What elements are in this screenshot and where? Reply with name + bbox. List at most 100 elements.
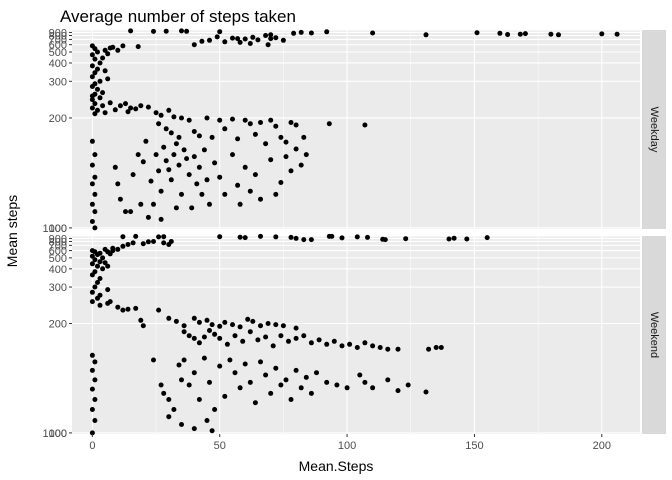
y-tick-label: 600 — [49, 246, 67, 258]
data-point — [95, 280, 100, 285]
data-point — [120, 307, 126, 313]
data-point — [273, 322, 279, 328]
x-axis: 0 50 100 150 200 — [89, 434, 611, 452]
data-point — [278, 134, 284, 140]
data-point — [105, 51, 111, 57]
data-point — [326, 121, 332, 127]
data-point — [173, 318, 179, 324]
y-tick-label: 300 — [49, 76, 67, 88]
x-tick-label: 150 — [465, 440, 483, 452]
y-axis-title: Mean steps — [4, 195, 20, 267]
facet-strip-label: Weekday — [648, 107, 660, 153]
y-tick-label: 200 — [49, 319, 67, 331]
data-point — [191, 426, 197, 432]
data-point — [89, 105, 95, 111]
data-point — [125, 109, 131, 115]
data-point — [293, 235, 299, 241]
data-point — [89, 386, 95, 392]
data-point — [280, 323, 286, 329]
data-point — [105, 300, 111, 306]
data-point — [451, 235, 457, 241]
data-point — [288, 234, 294, 240]
data-point — [209, 428, 215, 434]
data-point — [105, 287, 111, 293]
data-point — [207, 379, 212, 385]
y-tick-label: 400 — [49, 58, 67, 70]
data-point — [125, 306, 131, 312]
data-point — [209, 134, 215, 140]
data-point — [362, 340, 368, 346]
data-point — [115, 304, 121, 310]
data-point — [298, 29, 304, 35]
data-point — [283, 154, 289, 160]
data-point — [161, 144, 167, 150]
data-point — [324, 379, 330, 385]
data-point — [89, 407, 95, 412]
data-point — [102, 68, 108, 74]
data-point — [426, 346, 432, 352]
data-point — [217, 234, 223, 240]
data-point — [191, 129, 197, 134]
chart-title: Average number of steps taken — [60, 7, 296, 26]
data-point — [184, 28, 190, 34]
data-point — [331, 338, 337, 344]
data-point — [242, 235, 248, 241]
data-point — [293, 146, 299, 152]
data-point — [250, 34, 256, 40]
data-point — [196, 340, 202, 346]
data-point — [517, 31, 523, 37]
data-point — [278, 180, 284, 185]
data-point — [201, 355, 207, 361]
data-point — [173, 205, 179, 211]
data-point — [273, 35, 279, 41]
data-point — [242, 361, 248, 367]
data-point — [263, 372, 269, 378]
data-point — [252, 172, 258, 178]
data-point — [324, 29, 330, 35]
data-point — [95, 263, 100, 269]
data-point — [102, 260, 108, 266]
data-point — [145, 239, 151, 245]
facet-strip — [642, 236, 666, 434]
data-point — [252, 400, 258, 406]
data-point — [230, 116, 235, 122]
data-point — [161, 390, 167, 396]
data-point — [599, 31, 605, 37]
data-point — [179, 115, 184, 121]
data-point — [263, 141, 269, 147]
data-point — [189, 205, 195, 211]
data-point — [291, 30, 297, 36]
data-point — [89, 219, 95, 224]
data-point — [153, 152, 159, 158]
data-point — [217, 117, 223, 123]
data-point — [270, 343, 276, 349]
y-tick-label: 900 — [49, 27, 67, 39]
data-point — [89, 97, 95, 103]
data-point — [204, 317, 210, 323]
data-point — [102, 47, 108, 53]
data-point — [316, 337, 322, 343]
data-point — [362, 122, 368, 128]
data-point — [186, 117, 192, 123]
data-point — [97, 259, 103, 265]
data-point — [227, 357, 233, 363]
data-point — [207, 37, 212, 43]
data-point — [365, 234, 370, 240]
data-point — [89, 52, 95, 58]
data-point — [273, 234, 279, 240]
x-tick-label: 100 — [338, 440, 356, 452]
data-point — [423, 389, 429, 395]
data-point — [89, 93, 95, 99]
data-point — [354, 234, 360, 240]
data-point — [196, 133, 202, 139]
data-point — [324, 341, 330, 347]
data-point — [133, 106, 139, 112]
data-point — [370, 343, 376, 349]
data-point — [130, 172, 136, 178]
data-point — [92, 377, 98, 383]
data-point — [92, 101, 98, 107]
data-point — [263, 33, 269, 38]
data-point — [258, 359, 263, 365]
data-point — [293, 367, 299, 373]
